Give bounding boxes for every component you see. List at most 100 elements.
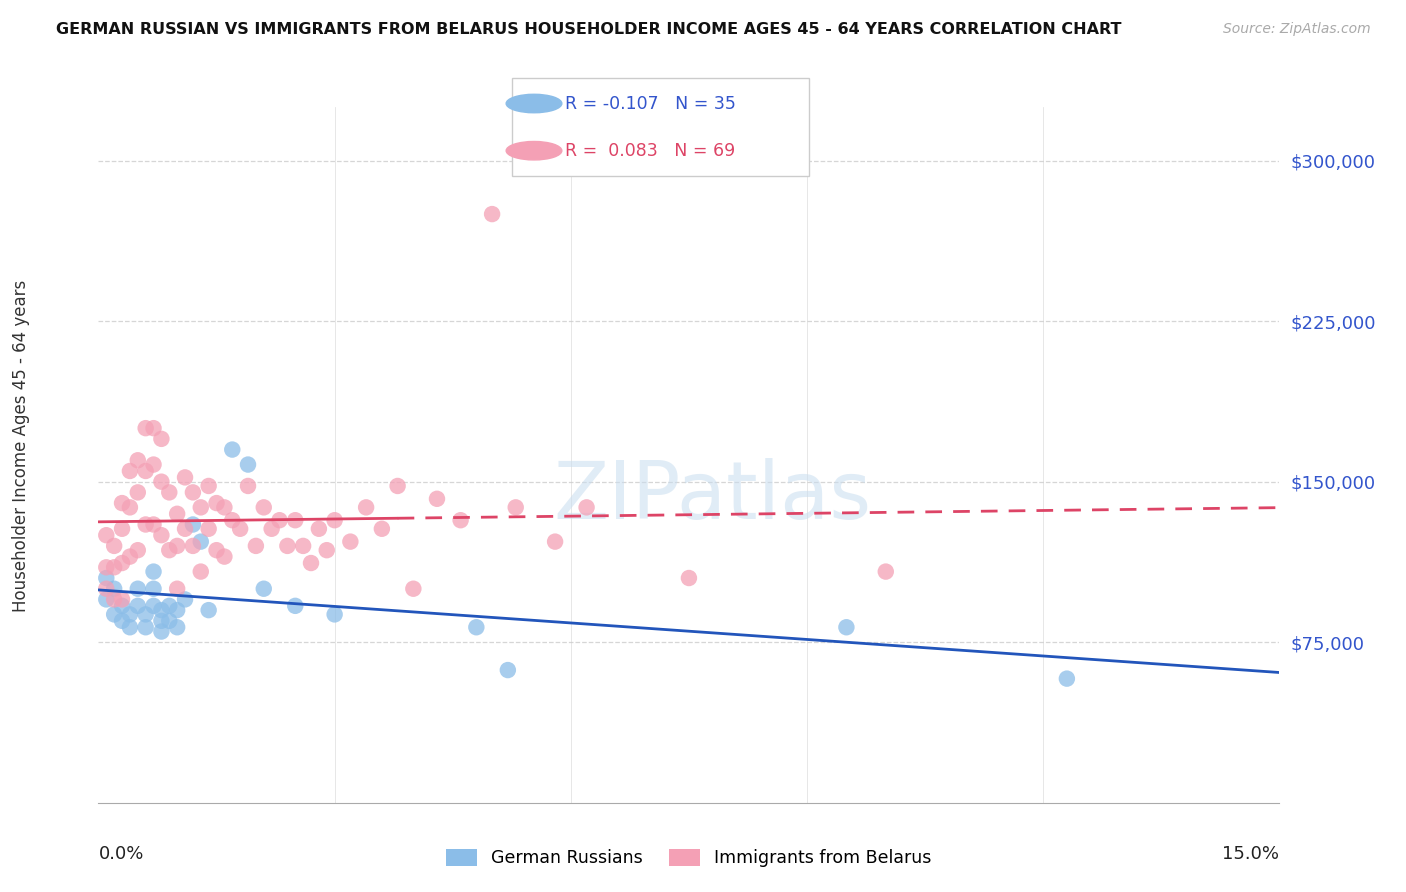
Point <box>150 475 173 489</box>
Point <box>96 560 118 574</box>
Point <box>111 556 134 570</box>
Point <box>103 592 125 607</box>
Text: R = -0.107   N = 35: R = -0.107 N = 35 <box>565 95 735 112</box>
Point <box>465 620 488 634</box>
Circle shape <box>506 95 562 112</box>
Point <box>174 470 197 484</box>
Point <box>118 464 141 478</box>
Point <box>496 663 519 677</box>
Point <box>284 513 307 527</box>
Point <box>135 517 157 532</box>
Point <box>111 614 134 628</box>
Point <box>197 603 219 617</box>
Point <box>544 534 567 549</box>
Point <box>245 539 267 553</box>
Point <box>575 500 598 515</box>
Point <box>181 539 204 553</box>
Point <box>174 592 197 607</box>
Point <box>236 479 259 493</box>
Point <box>190 565 212 579</box>
Point <box>205 543 228 558</box>
Point <box>157 485 180 500</box>
Point <box>315 543 337 558</box>
Point <box>150 528 173 542</box>
Point <box>111 496 134 510</box>
Point <box>481 207 503 221</box>
Point <box>103 539 125 553</box>
Point <box>190 534 212 549</box>
Point <box>150 432 173 446</box>
Point <box>142 599 165 613</box>
Point <box>181 517 204 532</box>
Point <box>354 500 377 515</box>
Point <box>166 539 188 553</box>
Point <box>157 543 180 558</box>
FancyBboxPatch shape <box>512 78 810 177</box>
Point <box>229 522 252 536</box>
Point <box>505 500 527 515</box>
Point <box>1056 672 1078 686</box>
Point <box>205 496 228 510</box>
Text: R =  0.083   N = 69: R = 0.083 N = 69 <box>565 142 735 160</box>
Text: Source: ZipAtlas.com: Source: ZipAtlas.com <box>1223 22 1371 37</box>
Point <box>127 543 149 558</box>
Point <box>96 571 118 585</box>
Point <box>127 582 149 596</box>
Point <box>875 565 897 579</box>
Text: Householder Income Ages 45 - 64 years: Householder Income Ages 45 - 64 years <box>13 280 30 612</box>
Point <box>142 458 165 472</box>
Point <box>96 582 118 596</box>
Point <box>197 522 219 536</box>
Text: ZIPatlas: ZIPatlas <box>554 458 872 536</box>
Point <box>260 522 283 536</box>
Text: 0.0%: 0.0% <box>98 845 143 863</box>
Point <box>181 485 204 500</box>
Point <box>135 421 157 435</box>
Point <box>308 522 330 536</box>
Point <box>166 603 188 617</box>
Point <box>299 556 322 570</box>
Point <box>111 599 134 613</box>
Point <box>135 464 157 478</box>
Point <box>135 607 157 622</box>
Point <box>284 599 307 613</box>
Circle shape <box>506 142 562 160</box>
Point <box>166 507 188 521</box>
Point <box>236 458 259 472</box>
Legend: German Russians, Immigrants from Belarus: German Russians, Immigrants from Belarus <box>439 842 939 874</box>
Point <box>190 500 212 515</box>
Point <box>142 582 165 596</box>
Point <box>118 607 141 622</box>
Point <box>118 549 141 564</box>
Point <box>142 421 165 435</box>
Point <box>96 528 118 542</box>
Point <box>402 582 425 596</box>
Point <box>323 607 346 622</box>
Point <box>214 549 236 564</box>
Point <box>253 500 276 515</box>
Point <box>96 592 118 607</box>
Point <box>150 603 173 617</box>
Point <box>292 539 315 553</box>
Point <box>426 491 449 506</box>
Point <box>678 571 700 585</box>
Point <box>166 620 188 634</box>
Point <box>118 620 141 634</box>
Point <box>150 624 173 639</box>
Point <box>157 599 180 613</box>
Point <box>103 560 125 574</box>
Point <box>253 582 276 596</box>
Point <box>157 614 180 628</box>
Point <box>276 539 298 553</box>
Point <box>269 513 291 527</box>
Point <box>221 513 243 527</box>
Point <box>339 534 361 549</box>
Point <box>135 620 157 634</box>
Point <box>197 479 219 493</box>
Text: GERMAN RUSSIAN VS IMMIGRANTS FROM BELARUS HOUSEHOLDER INCOME AGES 45 - 64 YEARS : GERMAN RUSSIAN VS IMMIGRANTS FROM BELARU… <box>56 22 1122 37</box>
Point <box>103 582 125 596</box>
Point <box>103 607 125 622</box>
Point <box>142 517 165 532</box>
Point <box>127 453 149 467</box>
Point <box>142 565 165 579</box>
